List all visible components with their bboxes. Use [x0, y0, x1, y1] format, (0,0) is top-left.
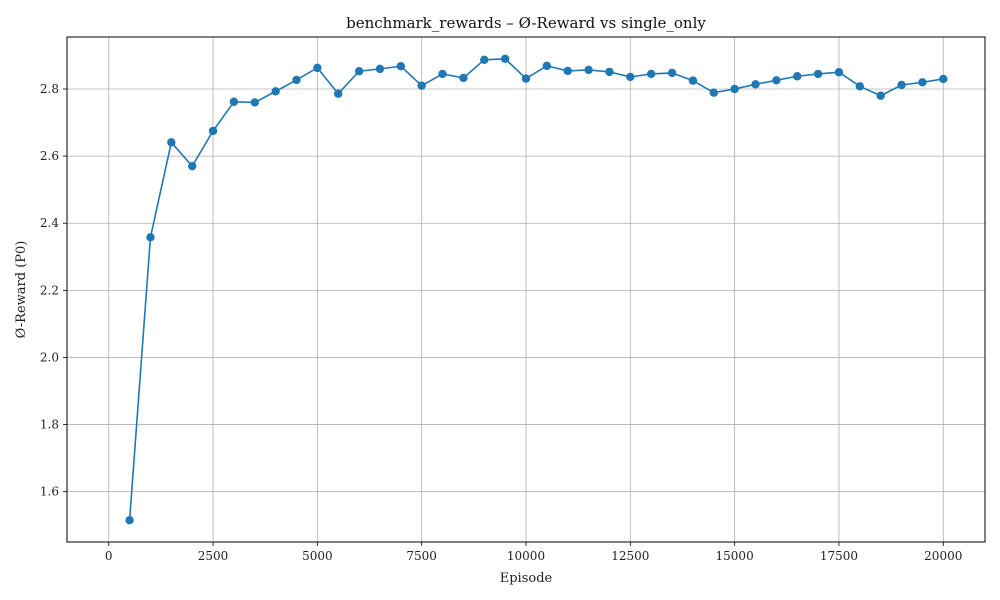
data-point [271, 87, 280, 96]
data-point [167, 138, 176, 147]
data-point [125, 515, 134, 525]
data-point [709, 88, 718, 97]
data-point [813, 69, 823, 79]
y-tick-label: 1.8 [40, 418, 59, 432]
x-axis-title: Episode [500, 571, 553, 586]
chart-title: benchmark_rewards – Ø-Reward vs single_o… [346, 14, 706, 32]
data-point [334, 89, 343, 98]
data-point [250, 98, 259, 107]
data-point [542, 61, 552, 71]
y-tick-label: 2.8 [40, 82, 59, 96]
data-point [396, 61, 406, 71]
data-point [521, 74, 531, 83]
series-line [128, 57, 944, 521]
x-tick-label: 0 [105, 549, 113, 563]
data-point [354, 67, 364, 76]
y-tick-label: 2.0 [40, 350, 59, 364]
axis-ticks: 0 2500 5000 7500 10000 12500 15000 17500 20000 1.… [40, 82, 962, 563]
data-point [459, 73, 468, 83]
x-tick-label: 5000 [302, 549, 333, 563]
data-point [187, 161, 197, 171]
series-layer [125, 54, 948, 525]
x-tick-label: 2500 [198, 549, 229, 563]
y-tick-label: 1.6 [40, 485, 59, 499]
data-point [667, 68, 677, 78]
y-tick-label: 2.4 [40, 216, 59, 230]
data-point [646, 69, 656, 79]
data-point [605, 67, 614, 77]
data-point [563, 66, 572, 76]
data-point [688, 76, 698, 85]
data-point [146, 233, 155, 242]
data-point [375, 64, 385, 74]
data-point [292, 75, 301, 85]
data-point [313, 63, 322, 73]
data-point [730, 84, 739, 94]
data-point [626, 72, 635, 82]
y-axis-title: Ø-Reward (P0) [14, 241, 29, 339]
y-tick-label: 2.6 [40, 149, 59, 163]
data-point [793, 72, 802, 81]
x-tick-label: 15000 [716, 549, 754, 563]
data-point [751, 80, 760, 89]
data-point [438, 69, 447, 79]
x-tick-label: 20000 [924, 549, 962, 563]
x-tick-label: 17500 [820, 549, 858, 563]
data-point [772, 76, 781, 85]
data-point [834, 68, 844, 77]
data-point [480, 55, 489, 65]
y-tick-label: 2.2 [40, 283, 59, 297]
data-point [855, 82, 865, 91]
data-point [939, 74, 948, 84]
grid [67, 37, 985, 542]
data-point [584, 65, 593, 75]
data-point [918, 78, 927, 87]
data-point [876, 91, 885, 100]
x-tick-label: 12500 [611, 549, 649, 563]
data-point [208, 126, 218, 136]
x-tick-label: 7500 [406, 549, 437, 563]
data-point [417, 81, 426, 90]
data-point [229, 97, 239, 106]
data-point [897, 80, 906, 90]
x-tick-label: 10000 [507, 549, 545, 563]
data-point [500, 54, 510, 64]
